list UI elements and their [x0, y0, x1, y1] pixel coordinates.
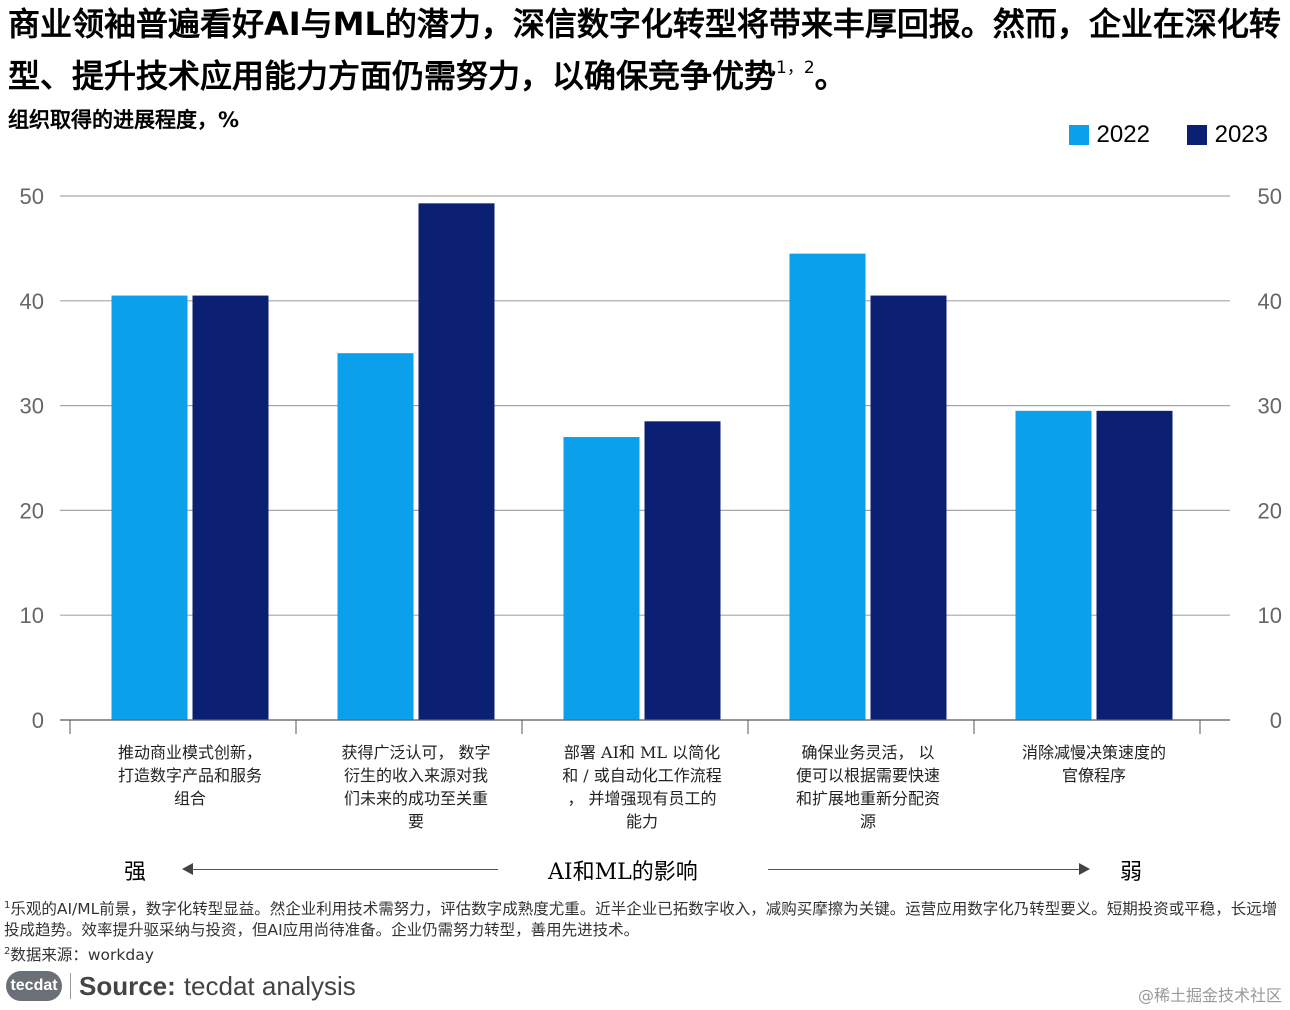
footnotes: 1乐观的AI/ML前景，数字化转型显益。然企业利用技术需努力，评估数字成熟度尤重… [4, 895, 1286, 966]
bar-chart: 0 0 10 10 20 20 30 30 40 40 50 50 推动商业模式创新， 打造数字产品和服务… [20, 184, 1282, 831]
bar-2022-category-3 [563, 437, 640, 720]
y-tick-label-right: 0 [1270, 708, 1282, 733]
bar-2023-category-5 [1096, 410, 1173, 720]
bar-2023-category-4 [870, 295, 947, 720]
watermark: @稀土掘金技术社区 [1137, 986, 1282, 1005]
x-category-label: 源 [860, 812, 876, 831]
legend-item-2022: 2022 [1068, 121, 1150, 149]
footnote-2-text: 数据来源：workday [10, 946, 154, 965]
x-category-label: 组合 [174, 789, 206, 808]
legend-label-2022: 2022 [1096, 121, 1150, 148]
title-footnote-ref: 1，2 [776, 58, 815, 78]
impact-strong-label: 强 [124, 860, 147, 885]
x-category-label: 确保业务灵活， 以 [801, 743, 934, 762]
x-category-label: 推动商业模式创新， [118, 743, 262, 762]
title-end-mark: 。 [814, 57, 847, 95]
x-category-label: 获得广泛认可， 数字 [341, 743, 490, 762]
bar-2023-category-1 [192, 295, 269, 720]
y-tick-label-left: 0 [32, 708, 44, 733]
footnote-2: 2数据来源：workday [4, 941, 1286, 966]
footnote-1: 1乐观的AI/ML前景，数字化转型显益。然企业利用技术需努力，评估数字成熟度尤重… [4, 895, 1286, 941]
bar-2023-category-2 [418, 203, 495, 720]
chart-subtitle: 组织取得的进展程度，% [8, 108, 240, 132]
footnote-2-number: 2 [4, 946, 11, 958]
y-tick-label-right: 30 [1258, 394, 1282, 419]
y-tick-label-right: 50 [1258, 184, 1282, 209]
x-category-label: 能力 [626, 812, 658, 831]
x-category-label: 和 / 或自动化工作流程 [562, 766, 722, 785]
x-category-label: 们未来的成功至关重 [344, 789, 488, 808]
footnote-1-number: 1 [4, 900, 11, 911]
y-tick-label-right: 20 [1258, 498, 1282, 523]
y-tick-label-left: 10 [20, 603, 44, 628]
impact-scale: 强 AI和ML的影响 弱 [0, 846, 1290, 890]
impact-axis-label: AI和ML的影响 [548, 860, 698, 885]
x-category-label: ， 并增强现有员工的 [567, 789, 716, 808]
source-text: tecdat analysis [183, 970, 356, 1001]
bar-2023-category-3 [644, 421, 721, 720]
impact-arrow-line-left [192, 869, 498, 870]
y-tick-label-right: 10 [1258, 603, 1282, 628]
x-category-label: 便可以根据需要快速 [796, 766, 940, 785]
y-tick-label-left: 30 [20, 394, 44, 419]
tecdat-logo: tecdat [6, 971, 62, 1001]
legend-swatch-2023 [1186, 125, 1207, 145]
y-tick-label-left: 50 [20, 184, 44, 209]
chart-title: 商业领袖普遍看好AI与ML的潜力，深信数字化转型将带来丰厚回报。然而，企业在深化… [8, 2, 1283, 98]
y-tick-label-left: 20 [20, 498, 44, 523]
bar-2022-category-2 [337, 353, 414, 720]
legend-label-2023: 2023 [1214, 121, 1268, 148]
bar-2022-category-4 [789, 253, 866, 720]
x-category-label: 官僚程序 [1062, 766, 1126, 785]
y-tick-label-left: 40 [20, 289, 44, 314]
footnote-1-text: 乐观的AI/ML前景，数字化转型显益。然企业利用技术需努力，评估数字成熟度尤重。… [4, 900, 1278, 940]
source-row: tecdat Source: tecdat analysis [6, 968, 356, 1004]
y-tick-label-right: 40 [1258, 289, 1282, 314]
bar-2022-category-5 [1015, 410, 1092, 720]
logo-divider [70, 973, 71, 999]
impact-arrow-line-right [768, 869, 1080, 870]
source-label: Source: [79, 970, 176, 1001]
arrow-left-icon [182, 863, 193, 875]
bar-2022-category-1 [111, 295, 188, 720]
x-category-label: 要 [408, 812, 424, 831]
legend-swatch-2022 [1068, 125, 1089, 145]
x-category-label: 消除减慢决策速度的 [1022, 743, 1166, 762]
legend-item-2023: 2023 [1186, 121, 1268, 149]
x-category-label: 打造数字产品和服务 [118, 766, 262, 785]
x-category-label: 部署 AI和 ML 以简化 [564, 743, 720, 762]
legend: 2022 2023 [1039, 121, 1268, 152]
x-category-label: 衍生的收入来源对我 [344, 766, 488, 785]
arrow-right-icon [1079, 863, 1090, 875]
chart-title-text: 商业领袖普遍看好AI与ML的潜力，深信数字化转型将带来丰厚回报。然而，企业在深化… [8, 5, 1281, 95]
x-category-label: 和扩展地重新分配资 [796, 789, 940, 808]
impact-weak-label: 弱 [1120, 860, 1143, 885]
